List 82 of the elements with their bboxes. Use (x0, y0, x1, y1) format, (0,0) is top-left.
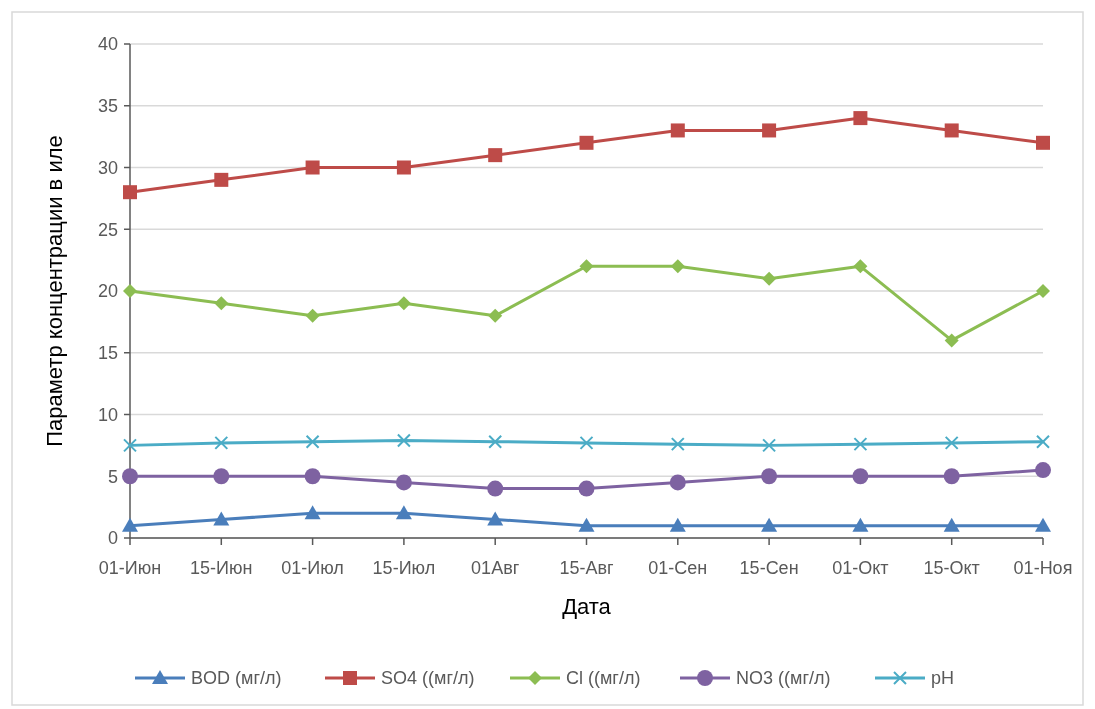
point (762, 438, 777, 453)
point (578, 480, 595, 497)
point (487, 480, 504, 497)
point (304, 468, 321, 485)
point (944, 333, 959, 348)
point (944, 435, 959, 450)
point (1035, 462, 1051, 479)
x-tick-label: 01-Сен (648, 558, 708, 578)
point (670, 437, 685, 452)
y-tick-label: 10 (97, 404, 118, 425)
point (305, 434, 320, 449)
point (944, 123, 959, 138)
y-tick-label: 0 (107, 528, 118, 549)
point (852, 517, 869, 532)
legend-label: pH (931, 668, 955, 689)
y-tick-label: 25 (97, 219, 118, 240)
point (761, 468, 778, 485)
y-tick-label: 20 (97, 281, 118, 302)
point (488, 308, 503, 323)
point (213, 511, 230, 526)
point (214, 296, 229, 311)
point (122, 517, 138, 532)
point (487, 511, 504, 526)
y-axis-title: Параметр концентрации в иле (42, 135, 67, 447)
point (1036, 434, 1050, 449)
point (579, 435, 594, 450)
x-tick-label: 15-Июл (372, 558, 436, 578)
legend-label: BOD (мг/л) (191, 668, 282, 689)
point (853, 437, 868, 452)
point (396, 296, 411, 311)
point (578, 517, 595, 532)
point (1035, 517, 1051, 532)
point (122, 468, 138, 485)
point (305, 308, 320, 323)
point (214, 172, 229, 187)
point (488, 434, 503, 449)
y-tick-label: 35 (97, 96, 118, 117)
x-tick-label: 15-Авг (559, 558, 615, 578)
point (669, 474, 686, 491)
y-tick-label: 30 (97, 157, 118, 178)
x-tick-label: 01-Июл (281, 558, 344, 578)
point (670, 259, 685, 274)
x-tick-label: 15-Окт (923, 558, 980, 578)
point (123, 185, 137, 200)
point (213, 468, 230, 485)
x-tick-label: 01-Окт (832, 558, 889, 578)
point (305, 160, 320, 175)
point (1036, 284, 1050, 298)
y-tick-label: 5 (107, 466, 118, 487)
point (762, 123, 777, 138)
point (669, 517, 686, 532)
x-tick-label: 15-Июн (190, 558, 253, 578)
legend-label: SO4 ((мг/л) (381, 668, 475, 689)
point (762, 271, 777, 286)
point (123, 284, 137, 298)
point (214, 435, 229, 450)
x-tick-label: 15-Сен (739, 558, 799, 578)
point (852, 468, 869, 485)
point (670, 123, 685, 138)
point (853, 259, 868, 274)
point (395, 505, 412, 520)
legend-label: Cl ((мг/л) (566, 668, 641, 689)
x-tick-label: 01-Июн (98, 558, 162, 578)
point (761, 517, 778, 532)
point (304, 505, 321, 520)
x-tick-label: 01Авг (471, 558, 520, 578)
y-tick-label: 15 (97, 343, 118, 364)
point (943, 517, 960, 532)
point (943, 468, 960, 485)
point (579, 135, 594, 150)
point (395, 474, 412, 491)
point (396, 160, 411, 175)
point (853, 111, 868, 126)
y-tick-label: 40 (97, 34, 118, 55)
legend-label: NO3 ((мг/л) (736, 668, 831, 689)
point (396, 433, 411, 448)
point (579, 259, 594, 274)
x-tick-label: 01-Ноя (1013, 558, 1073, 578)
x-axis-title: Дата (562, 594, 612, 619)
point (488, 148, 503, 163)
point (123, 438, 137, 453)
point (1036, 135, 1050, 150)
